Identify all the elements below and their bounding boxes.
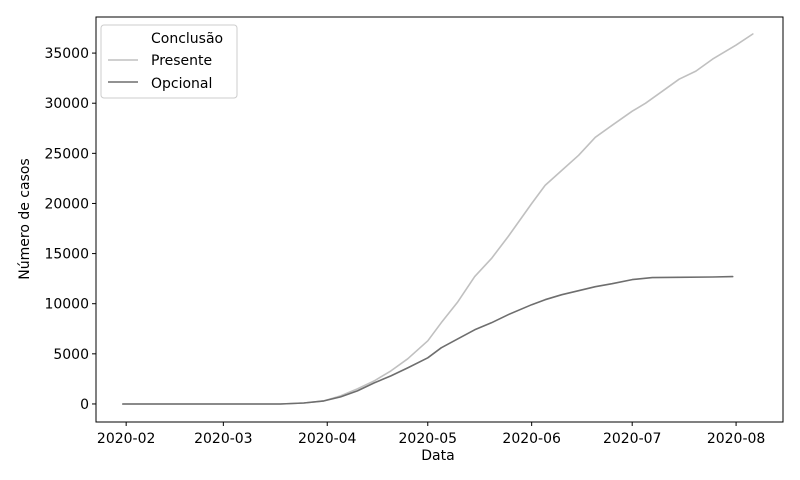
x-tick-label: 2020-02 <box>97 431 156 447</box>
x-tick-label: 2020-06 <box>502 431 561 447</box>
plot-frame <box>95 16 784 423</box>
x-tick-label: 2020-03 <box>194 431 253 447</box>
y-axis-label: Número de casos <box>17 158 33 279</box>
y-tick-label: 20000 <box>44 196 89 212</box>
legend-label-opcional: Opcional <box>151 76 212 92</box>
x-tick-label: 2020-07 <box>603 431 662 447</box>
y-tick-label: 15000 <box>44 247 89 263</box>
y-tick-label: 25000 <box>44 146 89 162</box>
y-axis: 0 5000 10000 15000 20000 25000 30000 35000 <box>44 46 96 413</box>
legend-box <box>100 24 238 99</box>
x-tick-label: 2020-08 <box>707 431 766 447</box>
legend-label-presente: Presente <box>151 53 212 69</box>
plot-content <box>122 33 754 405</box>
x-tick-label: 2020-04 <box>298 431 357 447</box>
y-tick-label: 30000 <box>44 96 89 112</box>
x-axis: 2020-02 2020-03 2020-04 2020-05 2020-06 2020-… <box>97 422 765 447</box>
series-line-opcional <box>122 275 734 405</box>
y-tick-label: 5000 <box>53 347 89 363</box>
legend-title: Conclusão <box>151 31 223 47</box>
legend: Conclusão Presente Opcional <box>100 24 238 99</box>
x-tick-label: 2020-05 <box>399 431 458 447</box>
y-tick-label: 0 <box>80 397 89 413</box>
x-axis-label: Data <box>421 448 454 464</box>
y-tick-label: 10000 <box>44 297 89 313</box>
y-tick-label: 35000 <box>44 46 89 62</box>
